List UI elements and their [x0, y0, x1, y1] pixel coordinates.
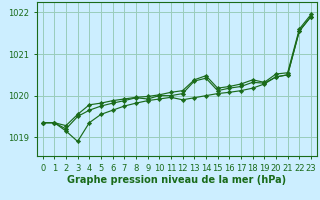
- X-axis label: Graphe pression niveau de la mer (hPa): Graphe pression niveau de la mer (hPa): [67, 175, 286, 185]
